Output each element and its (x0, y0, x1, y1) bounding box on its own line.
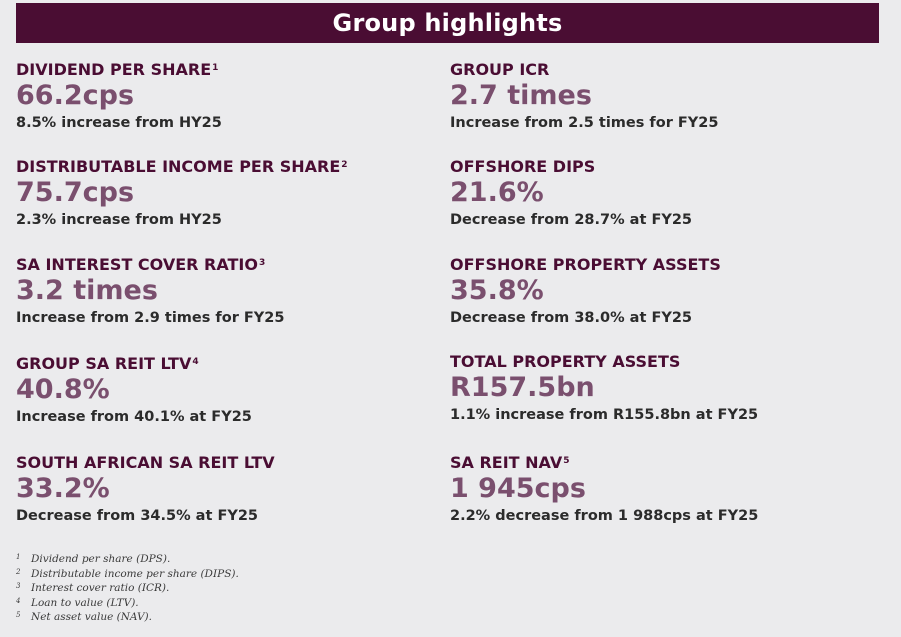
metric-value: 66.2cps (16, 80, 135, 111)
metric-description: Decrease from 34.5% at FY25 (16, 508, 259, 524)
metric-label: DIVIDEND PER SHARE1 (16, 60, 219, 79)
metric-label: SA REIT NAV5 (450, 453, 570, 472)
metric-label: SA INTEREST COVER RATIO3 (16, 255, 266, 274)
footnote-item: 2 Distributable income per share (DIPS). (16, 567, 239, 580)
metric-value: 33.2% (16, 473, 110, 504)
footnotes: 1 Dividend per share (DPS). 2 Distributabl… (16, 553, 239, 626)
metric-description: Increase from 40.1% at FY25 (16, 409, 252, 425)
metric-description: Increase from 2.9 times for FY25 (16, 310, 285, 326)
footnote-item: 5 Net asset value (NAV). (16, 611, 152, 623)
metric-offshore-property-assets: OFFSHORE PROPERTY ASSETS 35.8% Decrease … (450, 255, 722, 329)
metric-distributable-income-per-share: DISTRIBUTABLE INCOME PER SHARE2 75.7cps … (16, 157, 348, 231)
header-banner: Group highlights (16, 3, 879, 43)
footnote-item: 4 Loan to value (LTV). (16, 596, 139, 609)
metric-sa-interest-cover-ratio: SA INTEREST COVER RATIO3 3.2 times Incre… (16, 255, 284, 329)
metric-value: 40.8% (16, 374, 110, 405)
footnote-ref: 1 (212, 63, 219, 73)
metric-value: 2.7 times (450, 80, 592, 111)
metric-sa-reit-nav: SA REIT NAV5 1 945cps 2.2% decrease from… (450, 453, 758, 527)
metric-label: TOTAL PROPERTY ASSETS (450, 352, 681, 371)
metric-dividend-per-share: DIVIDEND PER SHARE1 66.2cps 8.5% increas… (16, 60, 222, 134)
metric-label: DISTRIBUTABLE INCOME PER SHARE2 (16, 157, 348, 176)
metric-group-icr: GROUP ICR 2.7 times Increase from 2.5 ti… (450, 60, 718, 134)
metric-value: 1 945cps (450, 473, 586, 504)
metric-description: Decrease from 38.0% at FY25 (450, 310, 693, 326)
footnote-ref: 4 (192, 357, 199, 367)
metric-label: GROUP SA REIT LTV4 (16, 354, 199, 373)
metric-value: 35.8% (450, 275, 544, 306)
metric-value: 3.2 times (16, 275, 158, 306)
metric-label: OFFSHORE DIPS (450, 157, 596, 176)
metric-group-sa-reit-ltv: GROUP SA REIT LTV4 40.8% Increase from 4… (16, 354, 252, 428)
metric-label: SOUTH AFRICAN SA REIT LTV (16, 453, 275, 472)
metric-offshore-dips: OFFSHORE DIPS 21.6% Decrease from 28.7% … (450, 157, 692, 231)
page-title: Group highlights (332, 9, 563, 37)
footnote-item: 1 Dividend per share (DPS). (16, 553, 171, 565)
footnote-item: 3 Interest cover ratio (ICR). (16, 582, 170, 594)
footnote-ref: 5 (563, 456, 570, 466)
metric-value: R157.5bn (450, 372, 595, 403)
metric-description: Increase from 2.5 times for FY25 (450, 115, 719, 131)
metric-label: GROUP ICR (450, 60, 550, 79)
metric-value: 75.7cps (16, 177, 135, 208)
metric-description: 8.5% increase from HY25 (16, 115, 222, 131)
footnote-ref: 2 (341, 160, 348, 170)
metric-value: 21.6% (450, 177, 544, 208)
metric-total-property-assets: TOTAL PROPERTY ASSETS R157.5bn 1.1% incr… (450, 352, 758, 426)
footnote-ref: 3 (258, 258, 266, 268)
metric-description: Decrease from 28.7% at FY25 (450, 212, 693, 228)
metric-label: OFFSHORE PROPERTY ASSETS (450, 255, 721, 274)
metric-description: 2.2% decrease from 1 988cps at FY25 (450, 508, 759, 524)
metric-south-african-sa-reit-ltv: SOUTH AFRICAN SA REIT LTV 33.2% Decrease… (16, 453, 276, 527)
metric-description: 1.1% increase from R155.8bn at FY25 (450, 407, 759, 423)
metric-description: 2.3% increase from HY25 (16, 212, 222, 228)
